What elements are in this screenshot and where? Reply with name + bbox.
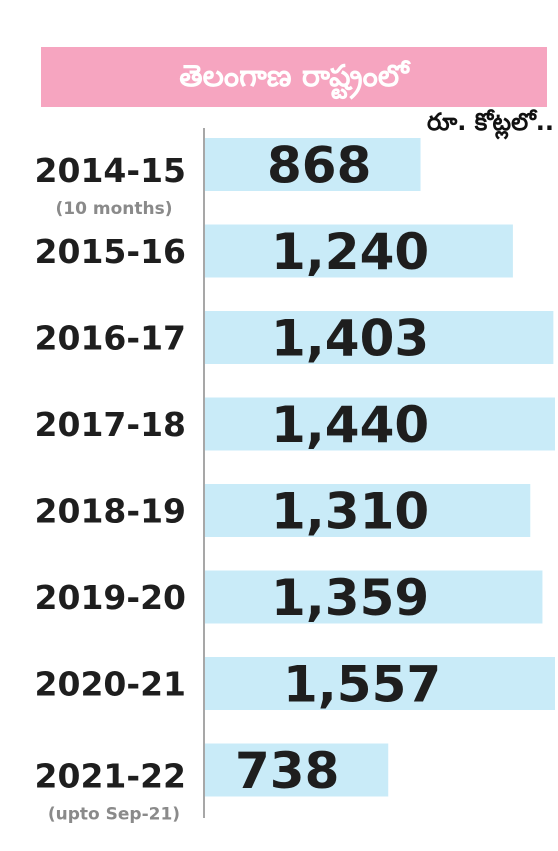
value-label-2016-17: 1,403 — [271, 310, 429, 368]
chart-title: తెలంగాణ రాష్ట్రంలో — [179, 59, 409, 94]
category-label-2021-22: 2021-22 — [35, 757, 186, 796]
value-label-2020-21: 1,557 — [283, 656, 441, 714]
bar-2015-16 — [205, 224, 513, 278]
value-label-2017-18: 1,440 — [271, 396, 429, 454]
bar-2014-15 — [205, 138, 421, 191]
category-label-2014-15: 2014-15 — [35, 151, 186, 190]
value-label-2019-20: 1,359 — [271, 569, 429, 627]
category-label-2019-20: 2019-20 — [35, 578, 186, 617]
bar-2016-17 — [205, 311, 554, 364]
value-label-2021-22: 738 — [235, 742, 339, 800]
category-label-2016-17: 2016-17 — [35, 319, 186, 358]
category-note-2014-15: (10 months) — [56, 199, 173, 219]
category-label-2020-21: 2020-21 — [35, 665, 186, 704]
bar-2018-19 — [205, 484, 531, 537]
category-label-2015-16: 2015-16 — [35, 232, 186, 271]
category-label-2017-18: 2017-18 — [35, 405, 186, 444]
category-note-2021-22: (upto Sep-21) — [48, 805, 180, 825]
category-label-2018-19: 2018-19 — [35, 492, 186, 531]
value-label-2014-15: 868 — [267, 137, 371, 195]
bar-2019-20 — [205, 570, 543, 624]
unit-label: రూ. కోట్లలో.. — [427, 108, 554, 136]
title-band: తెలంగాణ రాష్ట్రంలో — [41, 47, 547, 107]
bar-2021-22 — [205, 743, 389, 797]
bar-2020-21 — [205, 657, 555, 710]
bar-2017-18 — [205, 397, 555, 451]
value-label-2018-19: 1,310 — [271, 483, 429, 541]
value-label-2015-16: 1,240 — [271, 223, 429, 281]
